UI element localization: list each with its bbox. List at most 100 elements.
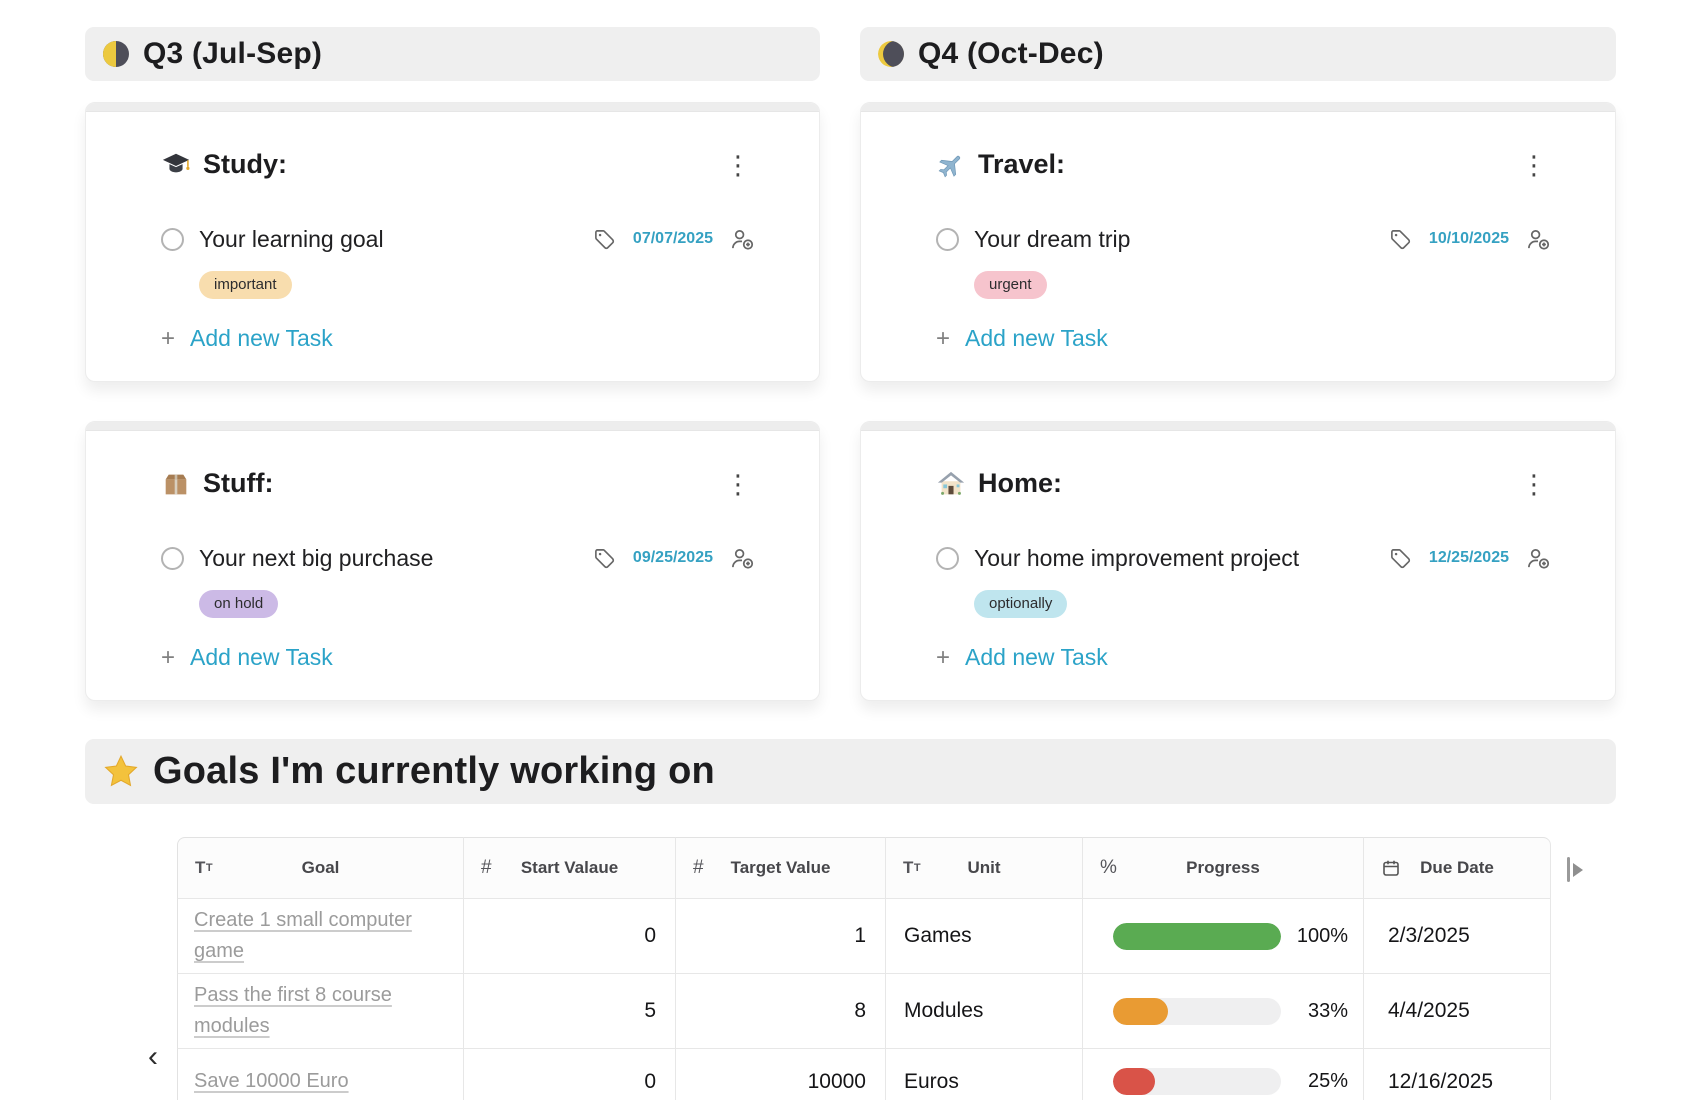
tag-chip: important [199,271,292,299]
goal-link[interactable]: Create 1 small computer game [194,909,412,962]
progress-bar [1113,997,1281,1025]
column-header-due-date[interactable]: Due Date [1364,837,1551,899]
quarter-q4-header: Q4 (Oct-Dec) [860,27,1616,81]
progress-cell[interactable]: 25% [1083,1049,1364,1100]
task-row: Your home improvement project 12/25/2025 [936,541,1551,575]
card-title: Home: [978,468,1063,498]
task-due-date[interactable]: 09/25/2025 [632,549,713,566]
progress-bar [1113,922,1281,950]
task-checkbox[interactable] [936,227,959,251]
tag-icon[interactable] [1389,228,1412,251]
goals-section-title: Goals I'm currently working on [153,750,715,792]
add-new-task-button[interactable]: + Add new Task [161,643,333,671]
task-label[interactable]: Your dream trip [974,225,1131,252]
add-new-task-button[interactable]: + Add new Task [161,324,333,352]
goal-link[interactable]: Save 10000 Euro [194,1070,349,1092]
start-value-cell[interactable]: 5 [464,974,676,1049]
number-icon: # [481,857,492,878]
task-checkbox[interactable] [161,546,184,570]
goal-link[interactable]: Pass the first 8 course modules [194,984,392,1037]
assign-user-icon[interactable] [1526,546,1551,571]
target-value-cell[interactable]: 1 [676,899,886,974]
home-card: Home: ⋮ Your home improvement project [860,421,1616,701]
card-menu-button[interactable]: ⋮ [725,149,751,180]
expander-arrow-icon [1573,862,1583,877]
quarter-title: Q4 (Oct-Dec) [918,37,1104,70]
cards-row-1: Study: ⋮ Your learning goal 07/07/2 [85,102,1700,382]
left-scroll-hint-icon[interactable]: ‹ [148,1040,158,1073]
start-value-cell[interactable]: 0 [464,899,676,974]
task-label[interactable]: Your learning goal [199,225,384,252]
tag-chip: urgent [974,271,1047,299]
task-due-date[interactable]: 07/07/2025 [632,230,713,247]
plus-icon: + [161,643,176,671]
progress-cell[interactable]: 100% [1083,899,1364,974]
card-top-strip [861,422,1615,431]
unit-cell[interactable]: Games [886,899,1083,974]
moon-waning-crescent-icon [878,41,904,67]
add-new-task-button[interactable]: + Add new Task [936,643,1108,671]
tag-chip: on hold [199,590,279,618]
tag-icon[interactable] [1389,547,1412,570]
calendar-icon [1381,858,1401,878]
number-icon: # [693,857,704,878]
goal-cell[interactable]: Pass the first 8 course modules [177,974,464,1049]
unit-cell[interactable]: Euros [886,1049,1083,1100]
task-due-date[interactable]: 12/25/2025 [1428,549,1509,566]
due-date-cell[interactable]: 4/4/2025 [1364,974,1551,1049]
task-row: Your next big purchase 09/25/2025 [161,541,755,575]
plus-icon: + [161,324,176,352]
table-expand-columns-button[interactable] [1566,857,1583,882]
unit-cell[interactable]: Modules [886,974,1083,1049]
progress-cell[interactable]: 33% [1083,974,1364,1049]
assign-user-icon[interactable] [1526,227,1551,252]
card-top-strip [86,422,819,431]
package-icon [165,474,187,494]
star-icon [104,754,138,786]
card-menu-button[interactable]: ⋮ [1521,149,1547,180]
task-checkbox[interactable] [936,546,959,570]
quarter-headers-row: Q3 (Jul-Sep) Q4 (Oct-Dec) [85,27,1700,81]
quarter-q3-header: Q3 (Jul-Sep) [85,27,820,81]
cards-row-2: Stuff: ⋮ Your next big purchase 09/ [85,421,1700,701]
assign-user-icon[interactable] [730,227,755,252]
assign-user-icon[interactable] [730,546,755,571]
expander-bar [1566,857,1570,882]
target-value-cell[interactable]: 8 [676,974,886,1049]
stuff-card: Stuff: ⋮ Your next big purchase 09/ [85,421,820,701]
column-header-progress[interactable]: % Progress [1083,837,1364,899]
goal-cell[interactable]: Create 1 small computer game [177,899,464,974]
card-top-strip [86,103,819,112]
start-value-cell[interactable]: 0 [464,1049,676,1100]
task-checkbox[interactable] [161,227,184,251]
graduation-cap-icon [162,153,190,172]
table-row: Save 10000 Euro 0 10000 Euros 25% 12/16/ [177,1049,1551,1100]
card-menu-button[interactable]: ⋮ [1521,468,1547,499]
percent-icon: % [1100,857,1117,878]
due-date-cell[interactable]: 2/3/2025 [1364,899,1551,974]
task-row: Your dream trip 10/10/2025 [936,222,1551,256]
card-menu-button[interactable]: ⋮ [725,468,751,499]
progress-label: 100% [1296,924,1348,947]
add-new-task-button[interactable]: + Add new Task [936,324,1108,352]
goal-cell[interactable]: Save 10000 Euro [177,1049,464,1100]
tag-icon[interactable] [593,547,616,570]
progress-label: 33% [1307,999,1348,1022]
plus-icon: + [936,643,951,671]
moon-last-quarter-icon [103,41,129,67]
target-value-cell[interactable]: 10000 [676,1049,886,1100]
task-label[interactable]: Your next big purchase [199,544,434,571]
task-label[interactable]: Your home improvement project [974,544,1300,571]
task-due-date[interactable]: 10/10/2025 [1428,230,1509,247]
tag-icon[interactable] [593,228,616,251]
column-header-start-value[interactable]: # Start Valaue [464,837,676,899]
due-date-cell[interactable]: 12/16/2025 [1364,1049,1551,1100]
study-card: Study: ⋮ Your learning goal 07/07/2 [85,102,820,382]
column-header-target-value[interactable]: # Target Value [676,837,886,899]
